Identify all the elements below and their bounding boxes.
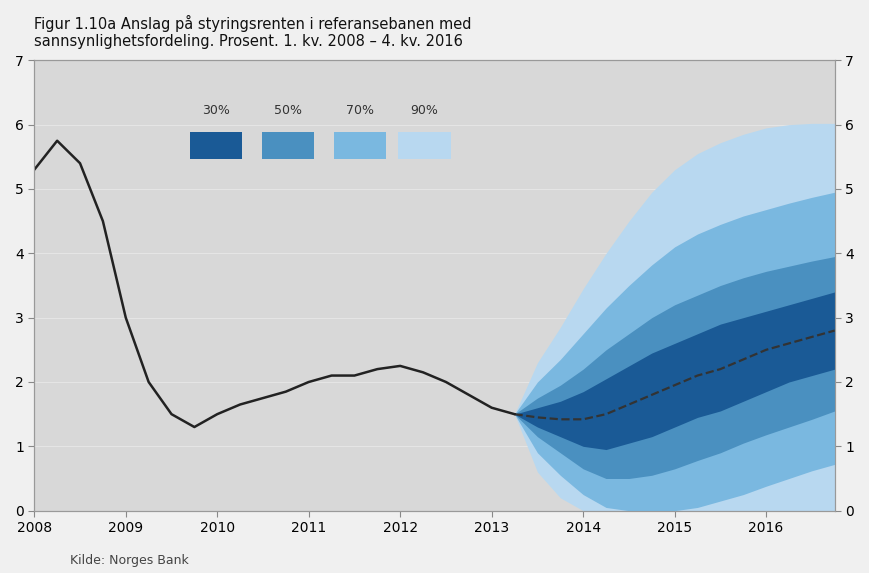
Text: Figur 1.10a Anslag på styringsrenten i referansebanen med
sannsynlighetsfordelin: Figur 1.10a Anslag på styringsrenten i r… — [34, 15, 472, 49]
Bar — [262, 132, 315, 159]
Bar — [399, 132, 450, 159]
Bar — [335, 132, 387, 159]
Text: 50%: 50% — [275, 104, 302, 116]
Text: Kilde: Norges Bank: Kilde: Norges Bank — [70, 554, 189, 567]
Text: 90%: 90% — [410, 104, 439, 116]
Bar — [190, 132, 242, 159]
Text: 30%: 30% — [202, 104, 230, 116]
Text: 70%: 70% — [347, 104, 375, 116]
